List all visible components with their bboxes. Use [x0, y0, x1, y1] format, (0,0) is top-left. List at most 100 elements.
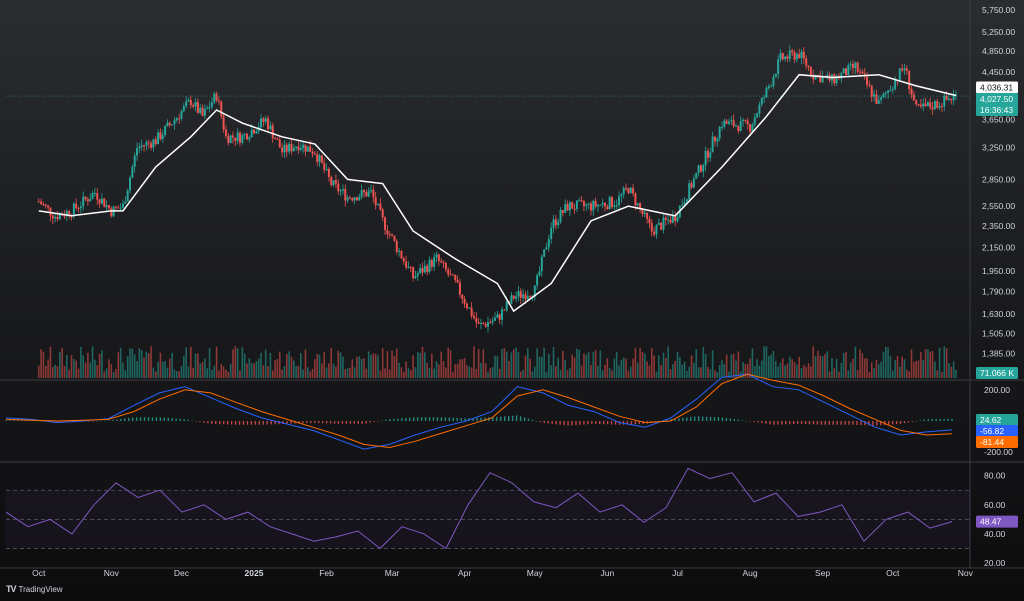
macd-histogram-bar [587, 421, 589, 425]
volume-bar [877, 364, 880, 378]
volume-bar [77, 368, 80, 378]
candle-body [133, 155, 136, 167]
candle-body [271, 125, 274, 139]
macd-histogram-bar [472, 417, 474, 421]
candle-body [100, 198, 103, 204]
volume-bar [541, 356, 543, 378]
macd-histogram-bar [595, 421, 597, 424]
volume-bar [711, 350, 714, 378]
macd-histogram-bar [733, 419, 736, 421]
macd-histogram-bar [686, 417, 688, 421]
macd-histogram-bar [36, 420, 39, 422]
macd-histogram-bar [377, 421, 379, 422]
candle-body [479, 323, 482, 325]
volume-bar [779, 362, 782, 378]
volume-bar [454, 364, 457, 378]
volume-bar [105, 368, 108, 378]
volume-bar [477, 349, 480, 378]
macd-histogram-bar [927, 419, 929, 421]
volume-bar [580, 365, 583, 378]
candle-body [264, 118, 267, 122]
candle-body [866, 76, 869, 85]
macd-value-tag-text: -56.82 [980, 426, 1004, 436]
macd-histogram-bar [824, 421, 827, 425]
macd-histogram-bar [171, 418, 173, 421]
candle-body [674, 214, 677, 222]
macd-histogram-bar [903, 421, 906, 424]
candle-body [608, 197, 611, 210]
candle-body [276, 139, 279, 141]
volume-bar [662, 352, 665, 378]
candle-body [159, 132, 162, 140]
candle-body [540, 256, 543, 272]
candle-body [327, 168, 330, 177]
candle-body [323, 162, 326, 170]
macd-histogram-group [5, 415, 953, 426]
candle-body [49, 207, 52, 216]
volume-bar [803, 364, 805, 378]
candle-body [337, 183, 340, 192]
volume-bar [615, 352, 618, 378]
candle-body [44, 204, 47, 206]
volume-bar [576, 348, 578, 378]
volume-bar [372, 353, 375, 378]
volume-bar [285, 354, 288, 378]
volume-bar [784, 365, 786, 378]
candle-body [470, 307, 473, 317]
candle-body [587, 203, 590, 205]
volume-bar [791, 359, 793, 378]
macd-histogram-bar [183, 419, 185, 421]
macd-histogram-bar [476, 417, 478, 421]
candle-body [702, 165, 705, 172]
volume-bar [604, 364, 606, 378]
candle-body [922, 103, 925, 107]
candle-body [575, 200, 578, 209]
volume-bar [863, 358, 866, 378]
volume-bar [569, 368, 571, 378]
candle-body [222, 116, 225, 130]
macd-histogram-bar [634, 421, 637, 425]
volume-bar [428, 367, 431, 378]
candle-body [519, 291, 522, 298]
candle-body [924, 103, 927, 107]
volume-bar [505, 351, 508, 378]
candle-body [468, 307, 471, 309]
candle-body [706, 150, 709, 158]
volume-bar [98, 353, 101, 378]
price-axis-tick: 1,790.00 [982, 286, 1015, 296]
volume-bar [828, 371, 831, 378]
candle-body [564, 204, 567, 213]
macd-histogram-bar [868, 421, 870, 426]
volume-bar [697, 367, 700, 378]
candle-body [281, 147, 284, 153]
candle-body [615, 205, 618, 207]
volume-bar [421, 346, 424, 378]
tradingview-logo[interactable]: TV TradingView [6, 584, 63, 594]
countdown-tag-bg [976, 104, 1018, 117]
volume-bar [190, 346, 192, 378]
macd-histogram-bar [452, 417, 454, 421]
candle-body [826, 74, 829, 77]
volume-bar [880, 361, 882, 378]
moving-average-line [38, 73, 957, 313]
candle-body [267, 118, 270, 130]
candle-body [501, 309, 504, 320]
candle-body [86, 199, 89, 202]
macd-histogram-bar [341, 421, 344, 424]
macd-histogram-bar [583, 421, 585, 425]
candle-body [491, 320, 494, 323]
candle-body [770, 85, 773, 87]
macd-histogram-bar [345, 421, 348, 424]
macd-histogram-tag-text: 24.62 [980, 415, 1002, 425]
volume-bar [732, 353, 735, 378]
volume-bar [510, 352, 513, 378]
volume-bar [166, 367, 169, 378]
candle-body [419, 268, 422, 274]
volume-bar [365, 368, 368, 378]
volume-bar [311, 368, 314, 378]
candle-body [234, 137, 237, 141]
candle-body [529, 296, 532, 298]
candle-body [110, 208, 113, 217]
volume-bar [819, 355, 822, 378]
